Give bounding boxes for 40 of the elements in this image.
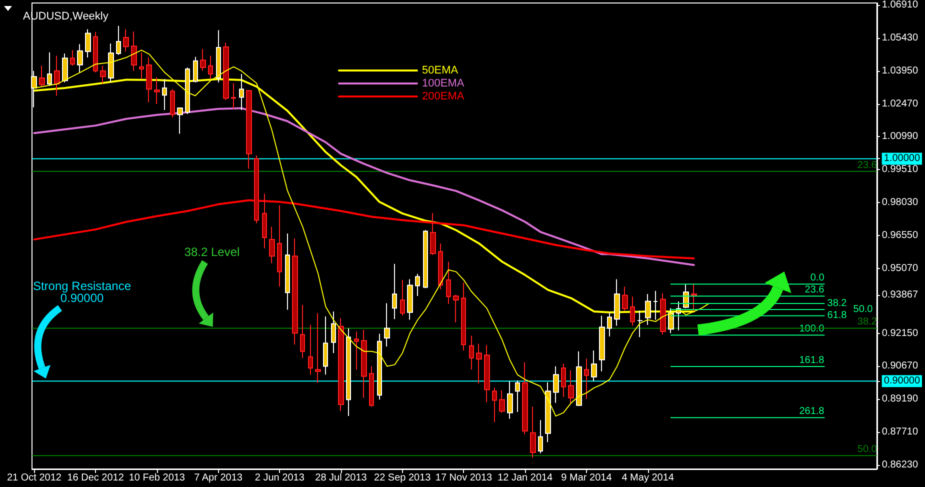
x-tick-label: 12 Jan 2014 [498, 472, 554, 484]
x-tick-label: 2 Jun 2013 [254, 472, 305, 484]
x-tick-label: 28 Jul 2013 [315, 472, 368, 484]
y-tick-label: 1.00990 [882, 131, 918, 142]
y-tick-label: 0.89190 [882, 394, 918, 405]
y-tick-label: 0.93867 [882, 290, 918, 301]
annotation: 23.6 [804, 284, 825, 296]
y-tick-label: 1.02470 [882, 98, 918, 110]
x-tick-label: 4 May 2014 [622, 472, 674, 484]
y-tick-label: 0.99510 [882, 164, 918, 176]
y-tick-label: 0.92150 [882, 328, 918, 339]
text: 100EMA [422, 78, 465, 90]
x-tick-label: 17 Nov 2013 [435, 472, 493, 484]
y-tick-label: 0.98030 [882, 197, 918, 208]
x-tick-label: 16 Dec 2012 [67, 472, 124, 484]
y-tick-label: 0.86230 [882, 459, 918, 470]
annotation: 50.0 [853, 304, 874, 316]
y-tick-label: 0.96550 [882, 230, 918, 241]
annotation: 261.8 [799, 406, 825, 418]
y-tick-label: 1.03950 [882, 65, 918, 76]
x-tick-label: 21 Oct 2012 [6, 472, 62, 484]
annotation: Strong Resistance 0.90000 [32, 279, 132, 305]
y-tick-label: 1.06910 [882, 0, 918, 10]
y-tick-label: 0.90670 [882, 360, 918, 372]
y-tick-label: 0.87710 [882, 426, 918, 438]
y-tick-label: 1.00000 [884, 153, 920, 164]
y-tick-label: 1.05430 [882, 32, 918, 44]
x-tick-label: 22 Sep 2013 [374, 472, 432, 484]
annotation: 38.2 [827, 298, 848, 310]
annotation: 161.8 [799, 354, 825, 366]
annotation: 38.2 Level [184, 245, 240, 259]
annotation: 61.8 [827, 310, 848, 322]
text: 50EMA [422, 64, 459, 76]
y-tick-label: 0.90000 [884, 376, 920, 387]
x-tick-label: 7 Apr 2013 [194, 472, 243, 484]
x-tick-label: 9 Mar 2014 [561, 472, 612, 484]
annotation: 0.0 [810, 272, 825, 284]
y-tick-label: 0.95070 [882, 262, 918, 274]
x-tick-label: 10 Feb 2013 [128, 472, 186, 484]
text: 200EMA [422, 90, 465, 102]
